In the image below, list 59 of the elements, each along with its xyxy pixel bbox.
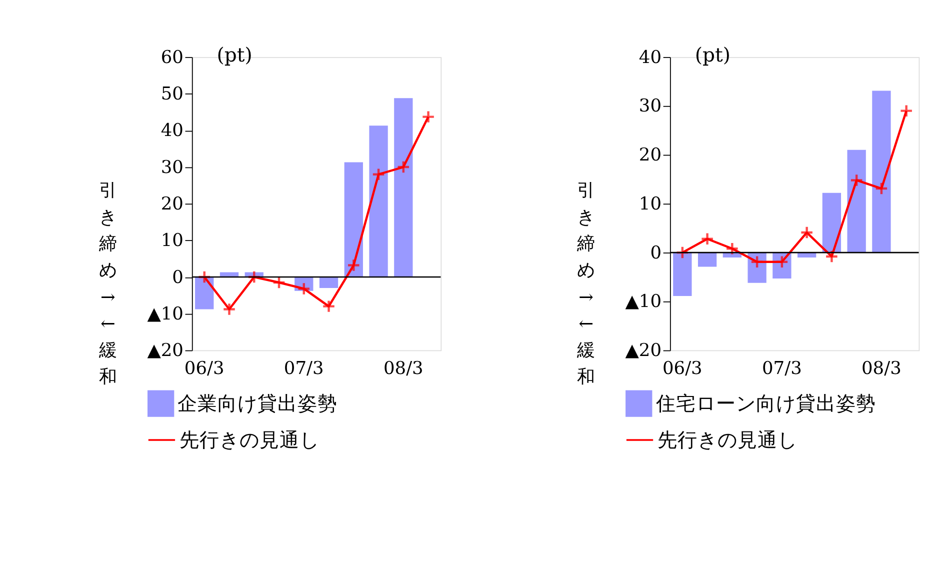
point bbox=[676, 246, 690, 260]
y-tick-label: 30 bbox=[160, 158, 184, 178]
y-tick-label: 0 bbox=[172, 268, 184, 288]
point bbox=[247, 270, 261, 284]
y-tick-label: 20 bbox=[160, 194, 184, 214]
bar bbox=[847, 150, 866, 253]
y-tick-label: 10 bbox=[160, 231, 184, 252]
point bbox=[800, 226, 814, 240]
point bbox=[346, 258, 360, 272]
annotation: (pt) bbox=[694, 44, 730, 67]
point bbox=[272, 276, 286, 290]
x-tick-label: 06/3 bbox=[184, 358, 224, 379]
x-tick-label: 07/3 bbox=[284, 358, 324, 379]
y-tick-label: 60 bbox=[160, 48, 184, 68]
x-tick-label: 06/3 bbox=[662, 358, 702, 379]
bar bbox=[195, 276, 214, 310]
point bbox=[725, 242, 739, 256]
bar bbox=[319, 276, 338, 288]
bar bbox=[822, 192, 842, 253]
point bbox=[700, 232, 714, 246]
y-tick-label: 30 bbox=[638, 96, 662, 117]
annotation: (pt) bbox=[216, 44, 252, 67]
bar bbox=[872, 90, 891, 253]
y-tick-label: ▲10 bbox=[147, 304, 184, 324]
legend-label: 先行きの見通し bbox=[179, 428, 320, 452]
y-tick-label: ▲20 bbox=[625, 341, 662, 362]
point bbox=[297, 282, 311, 296]
point bbox=[396, 160, 410, 174]
legend-label: 先行きの見通し bbox=[658, 428, 798, 452]
y-tick-label: ▲10 bbox=[625, 292, 662, 312]
point bbox=[372, 168, 386, 182]
point bbox=[850, 173, 864, 187]
x-tick-label: 08/3 bbox=[383, 358, 424, 379]
point bbox=[198, 270, 212, 284]
bar bbox=[673, 252, 692, 296]
bar bbox=[394, 98, 413, 277]
bar bbox=[698, 252, 717, 267]
bar bbox=[344, 162, 363, 277]
y-axis-title: 引き締め→←緩和 bbox=[576, 181, 596, 388]
y-tick-label: ▲20 bbox=[147, 341, 184, 362]
y-tick-label: 40 bbox=[638, 48, 662, 68]
point bbox=[874, 182, 888, 196]
bar bbox=[797, 252, 816, 258]
y-tick-label: 50 bbox=[160, 84, 184, 104]
point bbox=[900, 104, 914, 118]
y-tick-label: 10 bbox=[638, 194, 662, 214]
y-axis-title: 引き締め→←緩和 bbox=[98, 181, 117, 388]
x-tick-label: 08/3 bbox=[862, 358, 902, 379]
point bbox=[222, 302, 236, 316]
point bbox=[824, 250, 838, 264]
y-tick-label: 40 bbox=[160, 121, 184, 142]
point bbox=[422, 110, 436, 124]
legend-label: 企業向け貸出姿勢 bbox=[178, 392, 338, 415]
y-tick-label: 20 bbox=[638, 146, 662, 166]
y-tick-label: 0 bbox=[650, 243, 662, 264]
point bbox=[322, 300, 336, 314]
bar bbox=[369, 126, 388, 277]
x-tick-label: 07/3 bbox=[762, 358, 802, 379]
legend-label: 住宅ローン向け貸出姿勢 bbox=[654, 392, 876, 415]
